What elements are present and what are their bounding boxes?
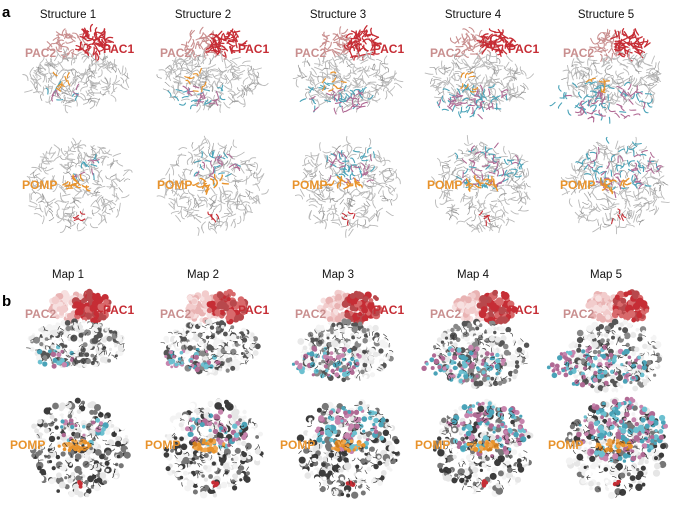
pomp-label: POMP (22, 178, 58, 192)
structure-top-view (294, 135, 401, 238)
pac2-label: PAC2 (563, 307, 595, 321)
pac1-label: PAC1 (373, 42, 405, 56)
pac2-label: PAC2 (25, 307, 57, 321)
pomp-label: POMP (427, 178, 463, 192)
map-side-view (421, 289, 530, 389)
map-side-view (546, 289, 663, 395)
column-title: Structure 3 (309, 9, 367, 21)
pac2-label: PAC2 (160, 307, 192, 321)
pomp-label: POMP (292, 178, 328, 192)
column-title: Structure 5 (577, 9, 635, 21)
structure-top-view (26, 137, 133, 233)
pac1-label: PAC1 (508, 42, 540, 56)
pac2-label: PAC2 (160, 46, 192, 60)
structure-top-view (156, 135, 269, 236)
map-top-view (296, 399, 401, 499)
pac2-label: PAC2 (25, 46, 57, 60)
map-top-view (432, 398, 534, 497)
pac1-label: PAC1 (103, 303, 135, 317)
pac1-label: PAC1 (103, 42, 135, 56)
pomp-label: POMP (280, 438, 316, 452)
column-title: Map 5 (590, 269, 622, 281)
column-title: Structure 4 (444, 9, 502, 21)
map-side-view (26, 288, 127, 369)
pac1-label: PAC1 (373, 303, 405, 317)
structure-top-view (560, 136, 670, 235)
pomp-label: POMP (548, 438, 584, 452)
pomp-label: POMP (415, 438, 451, 452)
map-side-view (160, 289, 261, 376)
column-title: Map 2 (187, 269, 219, 281)
map-top-view (565, 396, 669, 500)
pomp-label: POMP (145, 438, 181, 452)
pac1-label: PAC1 (508, 303, 540, 317)
column-title: Map 1 (52, 269, 84, 281)
pac2-label: PAC2 (430, 307, 462, 321)
panel-letter-a: a (2, 4, 11, 21)
column-title: Map 3 (322, 269, 354, 281)
structure-side-view (549, 28, 662, 124)
pac2-label: PAC2 (563, 46, 595, 60)
pac1-label: PAC1 (238, 42, 270, 56)
pac2-label: PAC2 (295, 307, 327, 321)
structure-side-view (292, 25, 404, 115)
pac2-label: PAC2 (430, 46, 462, 60)
map-top-view (28, 397, 131, 500)
column-title: Structure 1 (39, 9, 97, 21)
structure-side-view (424, 26, 534, 120)
structure-side-view (156, 26, 269, 113)
pomp-label: POMP (10, 438, 46, 452)
column-title: Structure 2 (174, 9, 232, 21)
pomp-label: POMP (157, 178, 193, 192)
structure-top-view (431, 135, 531, 234)
column-title: Map 4 (457, 269, 489, 281)
panel-letter-b: b (2, 293, 12, 310)
map-side-view (291, 289, 394, 383)
pac1-label: PAC1 (238, 303, 270, 317)
map-top-view (162, 398, 264, 499)
pac2-label: PAC2 (295, 46, 327, 60)
structure-side-view (22, 23, 130, 114)
pomp-label: POMP (560, 178, 596, 192)
